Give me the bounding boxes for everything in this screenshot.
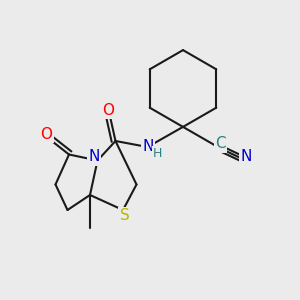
Text: N: N [240, 149, 252, 164]
Text: H: H [152, 146, 162, 160]
Text: C: C [215, 136, 226, 152]
Text: O: O [102, 103, 114, 118]
Text: S: S [120, 208, 129, 223]
Text: N: N [142, 139, 154, 154]
Text: N: N [88, 149, 100, 164]
Text: O: O [40, 127, 52, 142]
